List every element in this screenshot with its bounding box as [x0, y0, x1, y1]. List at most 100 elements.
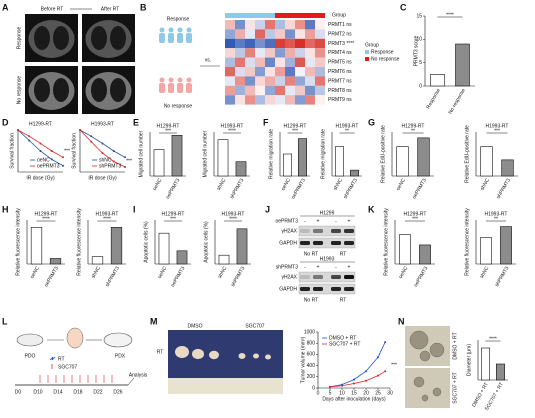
- x-tick-label: oeNC: [280, 177, 292, 191]
- bar: [49, 258, 62, 265]
- bar: [396, 146, 409, 177]
- x-tick-label: 15: [351, 390, 357, 396]
- blot-band: [331, 275, 341, 279]
- ct-lung: [53, 78, 69, 102]
- protein-label: γH2AX: [281, 274, 297, 280]
- mouse-icon: [103, 332, 133, 348]
- chart-title: H1993-RT: [222, 211, 245, 217]
- heatmap-cell: [295, 67, 305, 77]
- bar: [282, 153, 292, 177]
- heatmap-cell: [285, 29, 295, 39]
- chart-title: H1993-RT: [91, 121, 114, 127]
- bar: [399, 234, 411, 265]
- heatmap-cell: [275, 20, 285, 30]
- organoid: [409, 330, 429, 350]
- legend-label: SGC707 + RT: [329, 341, 360, 347]
- heatmap-cell: [265, 85, 275, 96]
- group-label: DMSO: [188, 323, 203, 329]
- x-tick-label: shNC: [332, 177, 344, 191]
- ct-lung: [91, 78, 107, 102]
- person-icon: [177, 33, 183, 43]
- sign-label: -: [335, 218, 337, 224]
- data-point: [353, 378, 355, 381]
- heatmap-cell: [305, 57, 315, 67]
- chart-title: H1993-RT: [485, 211, 508, 217]
- group-cell: [235, 13, 245, 18]
- heatmap-cell: [275, 95, 285, 105]
- data-point: [384, 341, 387, 344]
- heatmap-cell: [275, 29, 285, 39]
- blot-band: [344, 241, 354, 245]
- x-tick-label: shPRMT3: [229, 177, 245, 199]
- person-icon: [168, 83, 174, 93]
- ct-lung: [91, 26, 107, 50]
- condition-label: No RT: [304, 297, 318, 303]
- blot-band: [344, 229, 354, 233]
- y-axis-label: Relative migration rate: [268, 129, 274, 179]
- row-label: PRMT1 ns: [328, 22, 352, 28]
- tumor: [238, 353, 246, 359]
- blot-membrane: [298, 283, 356, 295]
- heatmap-cell: [245, 85, 255, 96]
- column-label: After RT: [101, 6, 120, 12]
- person-icon: [159, 27, 165, 33]
- heatmap-cell: [255, 67, 265, 77]
- significance: ****: [228, 128, 236, 134]
- heatmap-cell: [255, 85, 265, 96]
- chart-title: H1299-RT: [284, 123, 307, 129]
- bar: [30, 227, 43, 265]
- sign-label: -: [335, 264, 337, 270]
- panel-letter: K: [368, 204, 375, 214]
- panel-letter: M: [150, 316, 158, 326]
- series-line: [329, 341, 386, 388]
- row-label: No response: [16, 76, 22, 105]
- heatmap-cell: [235, 29, 245, 39]
- chart-title: H1299-RT: [402, 123, 425, 129]
- heatmap-cell: [315, 48, 325, 58]
- bar: [217, 139, 229, 177]
- y-tick-label: 0: [419, 83, 422, 89]
- person-icon: [159, 33, 165, 43]
- blot-band: [300, 241, 310, 245]
- bar: [430, 74, 445, 87]
- bar: [455, 43, 470, 87]
- rt-icon: [49, 356, 56, 361]
- significance: ****: [229, 216, 237, 222]
- heatmap-cell: [275, 57, 285, 67]
- data-point: [384, 370, 387, 373]
- x-tick-label: shNC: [216, 177, 228, 191]
- panel-letter: D: [2, 117, 9, 127]
- y-axis-label: Relative fluorescence intensity: [383, 208, 389, 276]
- bar: [500, 226, 512, 265]
- heatmap-cell: [245, 95, 255, 105]
- y-tick-label: 200: [307, 374, 316, 380]
- legend-swatch: [365, 50, 369, 54]
- data-point: [28, 139, 31, 142]
- analysis-label: Analysis: [129, 372, 148, 378]
- blot-band: [313, 241, 323, 245]
- day-label: D10: [33, 389, 42, 395]
- blot-membrane: [298, 225, 356, 237]
- heatmap-cell: [285, 95, 295, 105]
- heatmap-cell: [245, 29, 255, 39]
- heatmap-cell: [245, 38, 255, 49]
- x-tick-label: oeNC: [29, 265, 41, 279]
- heatmap-cell: [255, 20, 265, 30]
- chart-title: H1299-RT: [29, 121, 52, 127]
- row-label: PRMT5 ns: [328, 60, 352, 66]
- sign-label: +: [348, 218, 351, 224]
- row-label: PRMT3 ****: [328, 41, 354, 47]
- y-tick-label: 5: [419, 60, 422, 66]
- group-cell: [275, 13, 285, 18]
- x-tick-label: oePRMT3: [290, 177, 307, 200]
- blot-membrane: [298, 237, 356, 249]
- heatmap-cell: [255, 29, 265, 39]
- day-label: D18: [73, 389, 82, 395]
- person-icon: [186, 33, 192, 43]
- heatmap-cell: [245, 57, 255, 67]
- legend-label: Response: [371, 49, 394, 55]
- chart-title: H1299-RT: [404, 211, 427, 217]
- heatmap-cell: [275, 67, 285, 77]
- heatmap-cell: [225, 38, 235, 49]
